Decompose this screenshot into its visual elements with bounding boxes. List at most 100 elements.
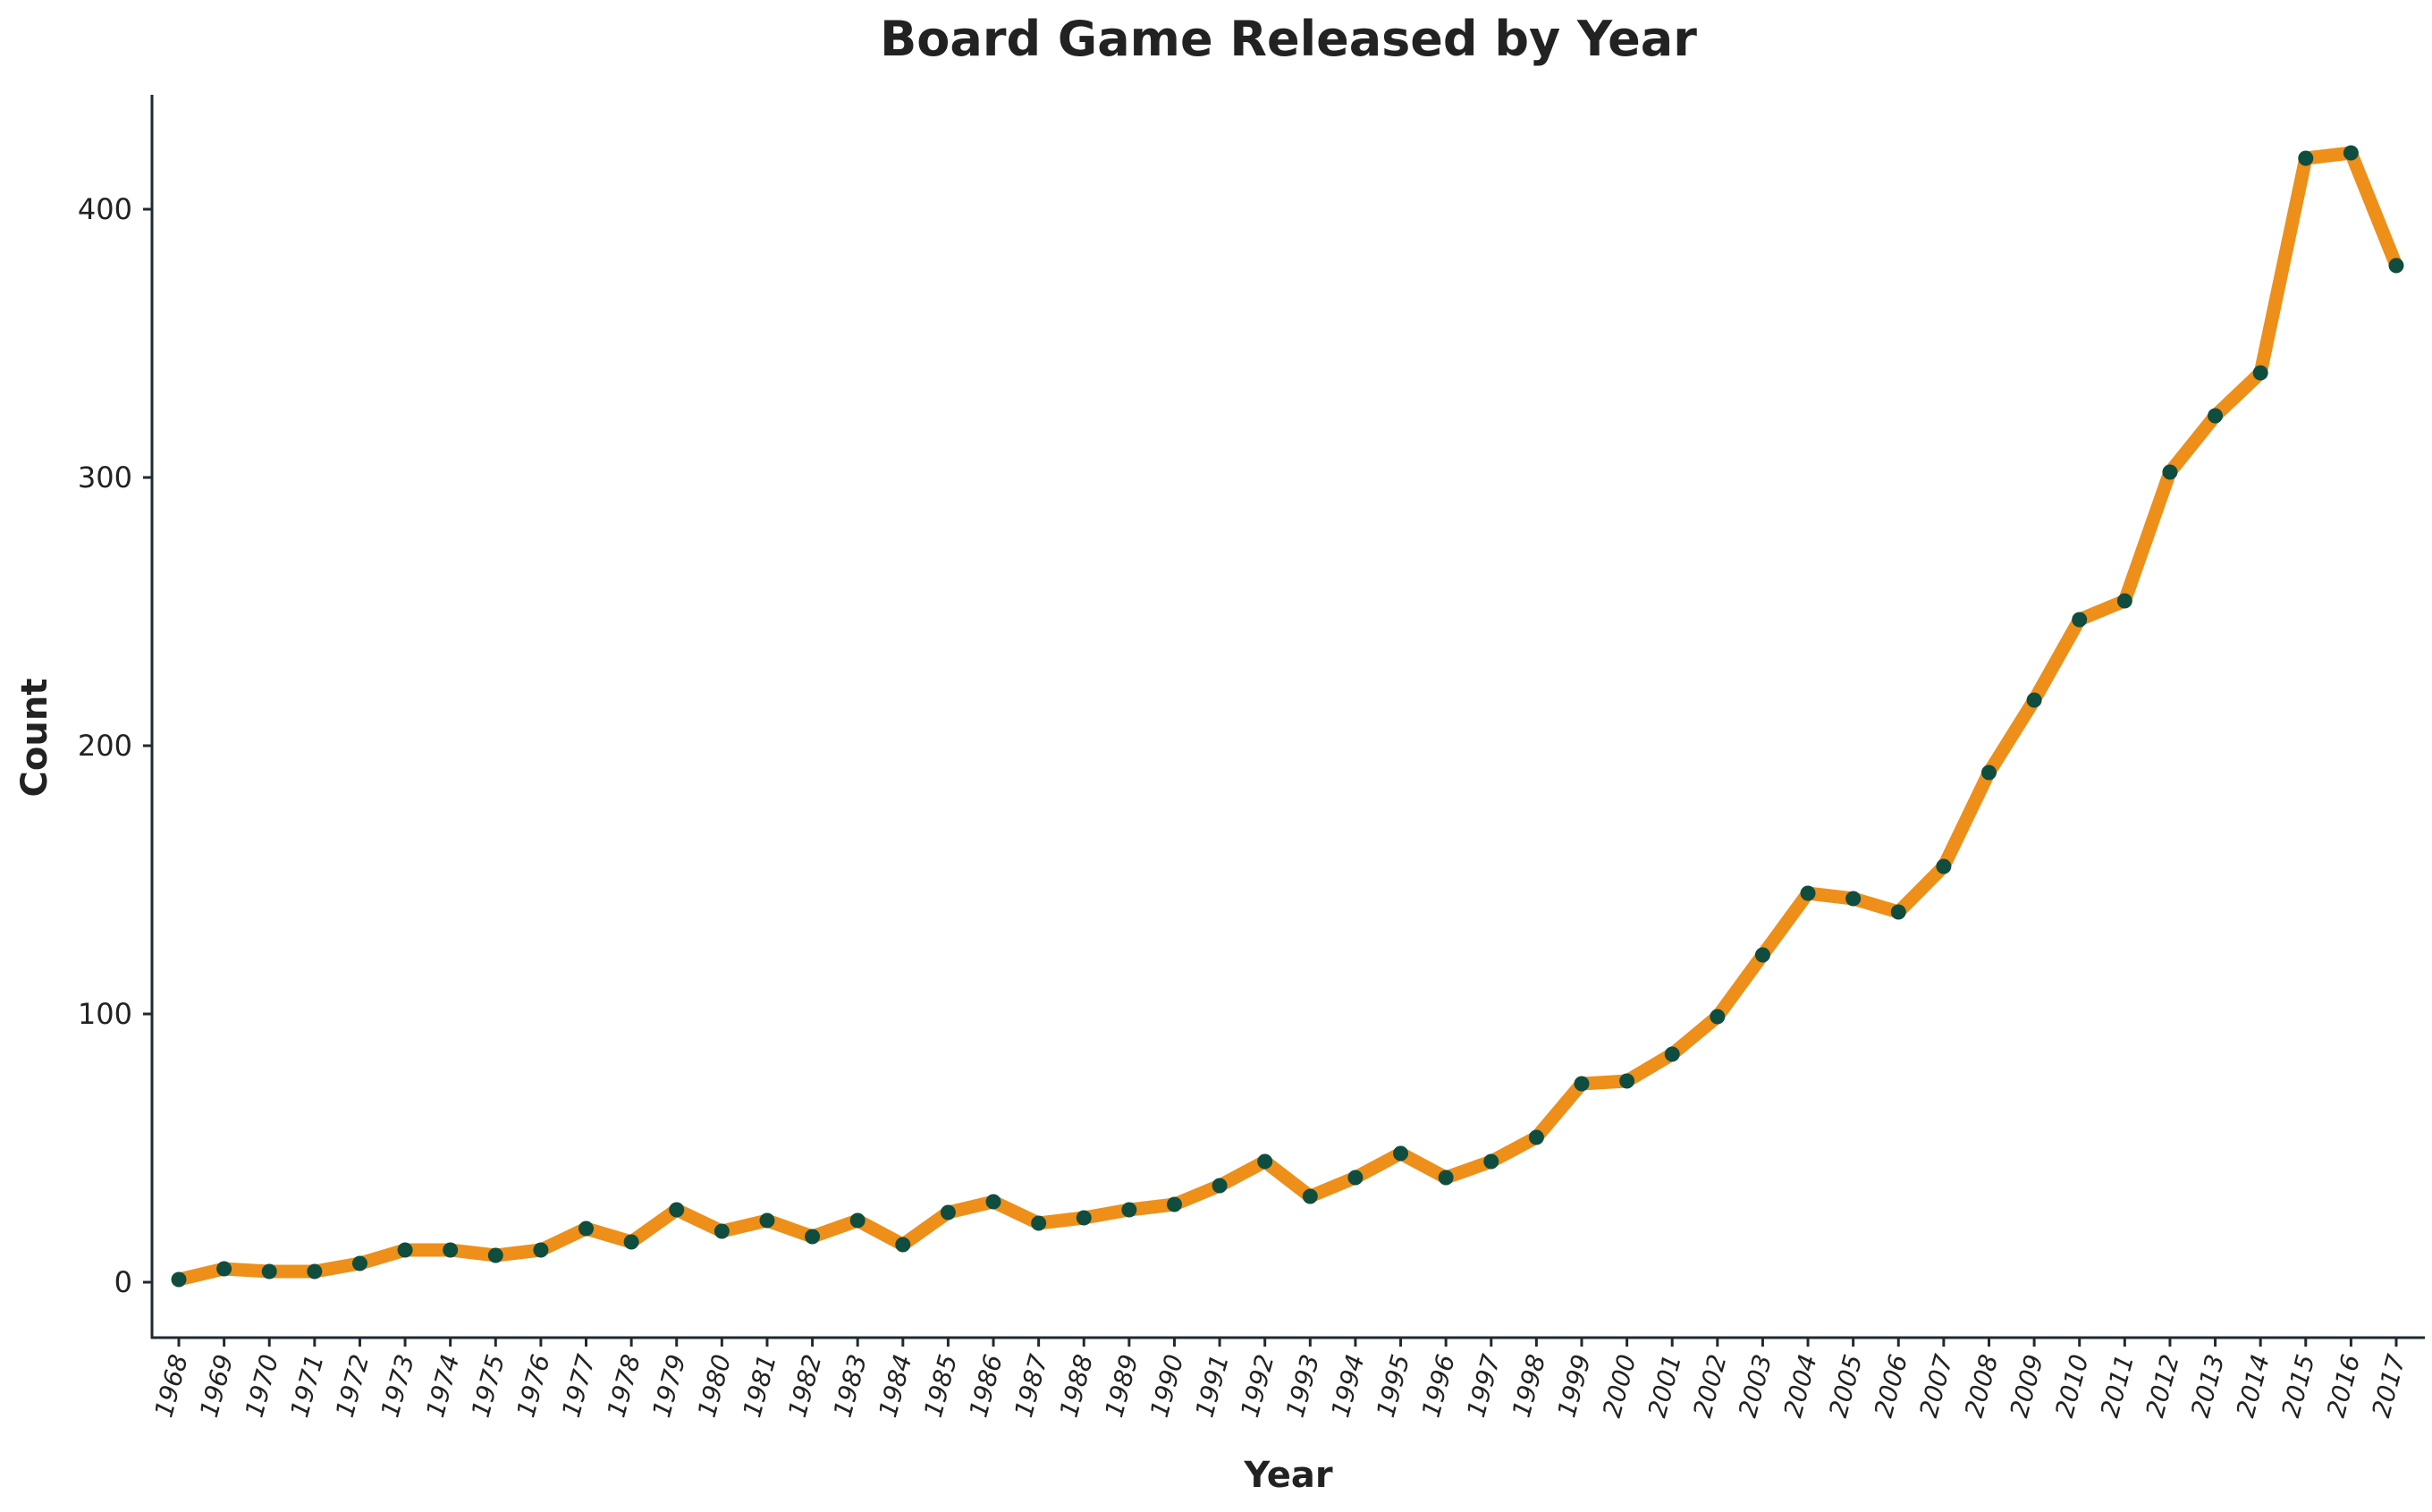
x-tick-label: 1988	[1054, 1351, 1099, 1420]
x-tick-label: 1996	[1416, 1351, 1461, 1420]
x-axis-title: Year	[1243, 1455, 1332, 1496]
x-tick-label: 2000	[1597, 1351, 1642, 1420]
x-tick-label: 2017	[2366, 1351, 2411, 1421]
data-point	[623, 1234, 639, 1250]
x-tick-label: 1970	[240, 1351, 284, 1420]
data-point	[714, 1223, 730, 1239]
data-point	[1710, 1009, 1726, 1025]
data-point	[2162, 464, 2178, 480]
x-tick-label: 1981	[737, 1351, 781, 1420]
x-tick-label: 2005	[1823, 1351, 1868, 1420]
data-point	[1212, 1178, 1228, 1194]
data-point	[1483, 1153, 1499, 1170]
data-point	[2343, 145, 2359, 161]
data-point	[669, 1202, 685, 1218]
data-point	[1619, 1073, 1635, 1089]
data-point	[1754, 947, 1770, 963]
data-point	[1528, 1129, 1544, 1145]
data-point	[2252, 365, 2268, 381]
y-tick-label: 400	[78, 192, 132, 226]
x-tick-label: 1973	[376, 1351, 420, 1420]
x-tick-label: 2003	[1733, 1351, 1778, 1420]
x-tick-label: 1991	[1190, 1351, 1235, 1420]
y-tick-label: 100	[78, 997, 132, 1031]
data-point	[2298, 150, 2314, 166]
x-tick-label: 1984	[873, 1351, 917, 1420]
data-point	[1936, 858, 1952, 874]
data-point	[1800, 885, 1816, 901]
x-tick-label: 1989	[1099, 1351, 1144, 1420]
data-point	[307, 1263, 323, 1280]
data-markers	[171, 145, 2404, 1288]
x-axis-ticks: 1968 1969 1970 1971 1972 1973 1974 1975 1976 1977…	[148, 1338, 2411, 1421]
x-tick-label: 1995	[1371, 1351, 1415, 1420]
data-point	[1664, 1046, 1680, 1062]
data-point	[2208, 408, 2224, 424]
data-point	[443, 1242, 459, 1258]
x-tick-label: 1999	[1551, 1351, 1596, 1420]
x-tick-label: 1977	[556, 1351, 601, 1421]
data-point	[1347, 1170, 1364, 1186]
data-point	[2388, 258, 2404, 274]
x-tick-label: 1993	[1280, 1351, 1325, 1420]
x-tick-label: 1994	[1325, 1351, 1370, 1420]
x-tick-label: 2012	[2140, 1351, 2184, 1420]
x-tick-label: 2009	[2005, 1351, 2049, 1420]
y-axis-ticks: 0 100 200 300 400	[78, 192, 152, 1299]
data-point	[805, 1229, 821, 1245]
x-tick-label: 1968	[148, 1351, 193, 1420]
y-axis-title: Count	[14, 679, 55, 798]
data-point	[1166, 1196, 1182, 1212]
data-point	[849, 1212, 866, 1229]
x-tick-label: 1997	[1461, 1351, 1506, 1421]
x-tick-label: 2002	[1687, 1351, 1732, 1420]
x-tick-label: 2011	[2095, 1351, 2140, 1420]
x-tick-label: 2008	[1959, 1351, 2004, 1420]
y-tick-label: 200	[78, 729, 132, 763]
x-tick-label: 1969	[194, 1351, 239, 1420]
data-point	[940, 1204, 956, 1221]
data-point	[985, 1194, 1001, 1210]
x-tick-label: 1974	[420, 1351, 465, 1420]
data-point	[1980, 764, 1997, 781]
data-point	[2072, 612, 2088, 628]
x-tick-label: 1987	[1009, 1351, 1053, 1421]
x-tick-label: 1990	[1144, 1351, 1189, 1420]
data-point	[1393, 1145, 1409, 1161]
data-point	[351, 1255, 367, 1271]
x-tick-label: 1975	[466, 1351, 511, 1420]
x-tick-label: 2001	[1642, 1351, 1687, 1420]
x-tick-label: 1979	[646, 1351, 691, 1420]
x-tick-label: 2007	[1913, 1351, 1958, 1421]
data-point	[487, 1247, 503, 1263]
x-tick-label: 2004	[1778, 1351, 1822, 1420]
data-point	[895, 1237, 911, 1253]
data-point	[397, 1242, 413, 1258]
x-tick-label: 2013	[2185, 1351, 2230, 1420]
x-tick-label: 2006	[1869, 1351, 1913, 1420]
data-point	[1257, 1153, 1273, 1170]
data-point	[1302, 1188, 1318, 1204]
x-tick-label: 1983	[828, 1351, 873, 1420]
data-point	[1121, 1202, 1137, 1218]
data-point	[578, 1221, 595, 1237]
data-point	[1845, 891, 1862, 907]
x-tick-label: 1986	[963, 1351, 1008, 1420]
x-tick-label: 2010	[2049, 1351, 2094, 1420]
data-point	[1574, 1076, 1590, 1092]
data-point	[216, 1261, 232, 1277]
x-tick-label: 1985	[918, 1351, 963, 1420]
data-point	[759, 1212, 775, 1229]
x-tick-label: 1998	[1507, 1351, 1551, 1420]
data-point	[1438, 1170, 1454, 1186]
data-point	[261, 1263, 277, 1280]
x-tick-label: 1980	[692, 1351, 737, 1420]
x-tick-label: 1971	[284, 1351, 329, 1420]
x-tick-label: 1982	[782, 1351, 827, 1420]
series-line	[177, 146, 2402, 1287]
y-tick-label: 0	[114, 1265, 132, 1299]
x-tick-label: 1972	[330, 1351, 375, 1420]
x-tick-label: 1978	[602, 1351, 646, 1420]
data-point	[533, 1242, 549, 1258]
data-point	[1031, 1215, 1047, 1231]
